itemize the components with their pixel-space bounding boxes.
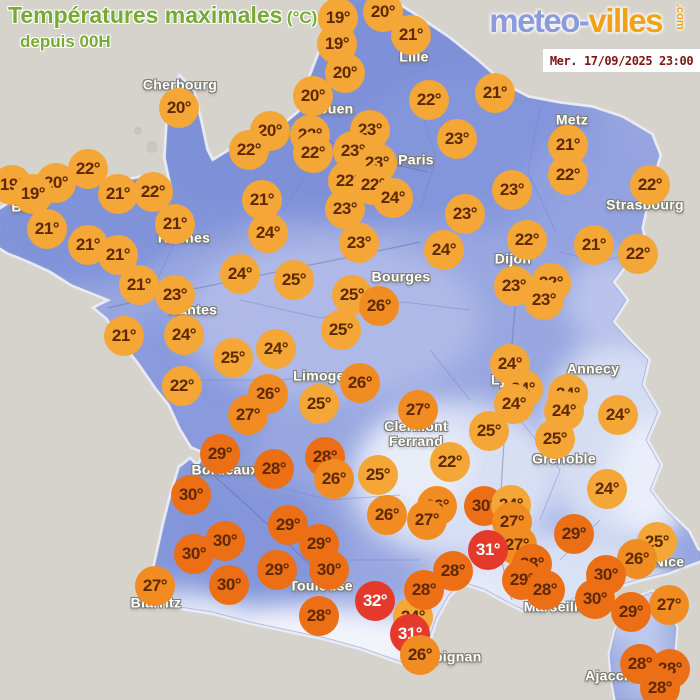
- temp-bubble: 27°: [135, 566, 175, 606]
- temp-bubble: 32°: [355, 581, 395, 621]
- temp-bubble: 28°: [404, 570, 444, 610]
- temp-bubble: 24°: [164, 315, 204, 355]
- temp-bubble: 28°: [254, 449, 294, 489]
- temp-bubble: 29°: [611, 592, 651, 632]
- temp-bubble: 22°: [548, 155, 588, 195]
- title-text: Températures maximales: [8, 2, 283, 28]
- temp-bubble: 25°: [469, 411, 509, 451]
- temp-bubble: 20°: [159, 88, 199, 128]
- temp-bubble: 22°: [293, 133, 333, 173]
- temp-bubble: 23°: [524, 280, 564, 320]
- temp-bubble: 30°: [171, 475, 211, 515]
- temp-bubble: 21°: [391, 15, 431, 55]
- temp-bubble: 30°: [205, 521, 245, 561]
- temp-bubble: 30°: [174, 534, 214, 574]
- temp-bubble: 21°: [475, 73, 515, 113]
- temp-bubble: 21°: [27, 209, 67, 249]
- temp-bubble: 24°: [248, 213, 288, 253]
- temp-bubble: 25°: [535, 419, 575, 459]
- city-label-annecy: Annecy: [566, 360, 620, 377]
- temp-bubble: 22°: [229, 130, 269, 170]
- temp-bubble: 26°: [340, 363, 380, 403]
- temp-bubble: 22°: [162, 366, 202, 406]
- temp-bubble: 24°: [587, 469, 627, 509]
- temp-bubble: 23°: [339, 223, 379, 263]
- temp-bubble: 22°: [507, 220, 547, 260]
- temp-bubble: 26°: [617, 539, 657, 579]
- temp-bubble: 30°: [575, 579, 615, 619]
- temp-bubble: 29°: [554, 514, 594, 554]
- city-label-paris: Paris: [398, 151, 434, 168]
- temp-bubble: 22°: [133, 172, 173, 212]
- temp-bubble: 28°: [525, 570, 565, 610]
- subtitle-text: depuis 00H: [20, 32, 111, 51]
- temp-bubble: 28°: [299, 596, 339, 636]
- temp-bubble: 26°: [367, 495, 407, 535]
- temp-bubble: 22°: [430, 442, 470, 482]
- temp-bubble: 30°: [209, 565, 249, 605]
- temp-bubble: 26°: [400, 635, 440, 675]
- temp-bubble: 24°: [598, 395, 638, 435]
- temp-bubble: 25°: [213, 338, 253, 378]
- title-unit: (°C): [286, 8, 318, 27]
- logo-villes: villes: [588, 2, 663, 39]
- page-title: Températures maximales (°C) depuis 00H: [8, 2, 317, 52]
- site-logo[interactable]: meteo-villes .com: [489, 4, 697, 38]
- logo-meteo: meteo-: [489, 2, 590, 39]
- logo-com-suffix: .com: [674, 4, 686, 30]
- temp-bubble: 26°: [359, 286, 399, 326]
- temp-bubble: 24°: [373, 178, 413, 218]
- city-label-cherbourg: Cherbourg: [142, 76, 218, 93]
- temp-bubble: 22°: [630, 165, 670, 205]
- temp-bubble: 20°: [325, 53, 365, 93]
- temp-bubble: 29°: [200, 434, 240, 474]
- temp-bubble: 21°: [98, 174, 138, 214]
- temp-bubble: 28°: [640, 668, 680, 700]
- temp-bubble: 21°: [155, 204, 195, 244]
- temp-bubble: 21°: [98, 235, 138, 275]
- temp-bubble: 23°: [155, 275, 195, 315]
- temp-bubble: 26°: [314, 459, 354, 499]
- temp-bubble: 24°: [220, 254, 260, 294]
- temp-bubble: 23°: [445, 194, 485, 234]
- temp-bubble: 25°: [321, 310, 361, 350]
- city-label-limoges: Limoges: [293, 367, 353, 384]
- temp-bubble: 25°: [358, 455, 398, 495]
- temp-bubble: 20°: [293, 76, 333, 116]
- temp-bubble: 27°: [228, 395, 268, 435]
- temp-bubble: 24°: [424, 230, 464, 270]
- temp-bubble: 21°: [574, 225, 614, 265]
- temp-bubble: 27°: [407, 500, 447, 540]
- datetime-badge: Mer. 17/09/2025 23:00: [543, 49, 700, 72]
- temp-bubble: 25°: [274, 260, 314, 300]
- temp-bubble: 23°: [325, 189, 365, 229]
- temp-bubble: 29°: [257, 550, 297, 590]
- temp-bubble: 25°: [299, 384, 339, 424]
- temp-bubble: 23°: [494, 266, 534, 306]
- temp-bubble: 30°: [309, 550, 349, 590]
- temp-bubble: 21°: [104, 316, 144, 356]
- temp-bubble: 22°: [618, 234, 658, 274]
- temp-bubble: 27°: [649, 585, 689, 625]
- temp-bubble: 23°: [492, 170, 532, 210]
- temp-bubble: 19°: [13, 174, 53, 214]
- temp-bubble: 28°: [433, 551, 473, 591]
- temp-bubble: 22°: [409, 80, 449, 120]
- city-label-metz: Metz: [555, 111, 589, 128]
- temp-bubble: 31°: [468, 530, 508, 570]
- temp-bubble: 24°: [256, 329, 296, 369]
- channel-islands: [134, 127, 158, 153]
- temp-bubble: 27°: [398, 390, 438, 430]
- city-label-bourges: Bourges: [371, 268, 431, 285]
- temp-bubble: 23°: [437, 119, 477, 159]
- temp-bubble: 21°: [119, 265, 159, 305]
